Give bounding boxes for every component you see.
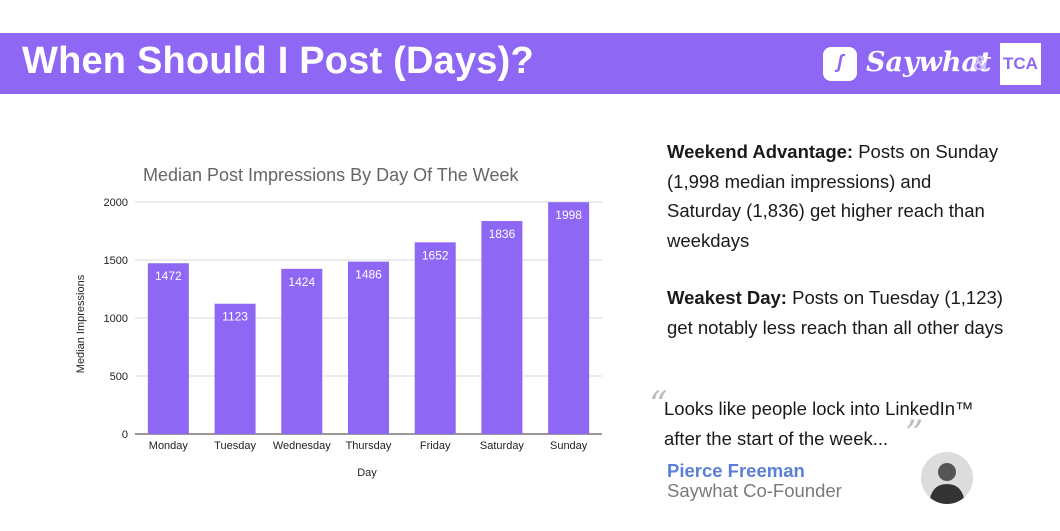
insight-weakest: Weakest Day: Posts on Tuesday (1,123) ge…: [667, 283, 1007, 342]
saywhat-logo-icon: ʃ: [823, 47, 857, 81]
data-label: 1652: [422, 248, 449, 262]
y-tick-label: 500: [110, 371, 128, 383]
insight-heading: Weekend Advantage:: [667, 141, 854, 162]
bar-friday: [414, 242, 456, 434]
partner-logo: TCA: [1000, 43, 1041, 85]
data-label: 1424: [288, 275, 315, 289]
insight-text: Posts on Sunday (1,998 median impression…: [667, 141, 999, 251]
top-strip: [0, 0, 1060, 33]
insight-heading: Weakest Day:: [667, 287, 787, 308]
quote-text: Looks like people lock into LinkedIn™ af…: [664, 398, 974, 449]
chart-bars: 1472 1123 1424 1486 1652 1836 1998: [147, 202, 590, 434]
bar-thursday: [348, 261, 389, 434]
data-label: 1998: [555, 208, 582, 222]
y-tick-label: 1500: [104, 255, 128, 267]
chart-grid: 0 500 1000 1500 2000: [104, 197, 602, 441]
x-axis-ticks: Monday Tuesday Wednesday Thursday Friday Satu…: [149, 440, 588, 452]
x-tick-label: Sunday: [550, 440, 588, 452]
x-tick-label: Wednesday: [273, 440, 331, 452]
data-label: 1472: [155, 269, 182, 283]
y-axis-label: Median Impressions: [75, 274, 87, 373]
data-label: 1836: [489, 227, 516, 241]
close-quote-icon: ”: [905, 414, 924, 455]
ampersand: &: [973, 52, 989, 75]
x-axis-label: Day: [357, 467, 377, 479]
x-tick-label: Saturday: [480, 440, 525, 452]
brand-name: Saywhat: [866, 47, 992, 78]
bar-wednesday: [281, 268, 323, 434]
data-label: 1123: [222, 310, 248, 324]
bar-sunday: [548, 202, 590, 434]
bar-chart: Median Post Impressions By Day Of The We…: [75, 165, 602, 479]
y-tick-label: 1000: [104, 313, 128, 325]
bar-monday: [147, 263, 189, 434]
avatar: [921, 452, 973, 504]
y-tick-label: 0: [122, 429, 128, 441]
x-tick-label: Friday: [420, 440, 451, 452]
x-tick-label: Monday: [149, 440, 189, 452]
bar-tuesday: [214, 303, 256, 434]
insight-text: Posts on Tuesday (1,123) get notably les…: [667, 287, 1004, 338]
y-tick-label: 2000: [104, 197, 128, 209]
chart-title: Median Post Impressions By Day Of The We…: [143, 165, 519, 185]
data-label: 1486: [355, 268, 382, 282]
x-tick-label: Tuesday: [214, 440, 256, 452]
insight-weekend: Weekend Advantage: Posts on Sunday (1,99…: [667, 137, 1007, 255]
bar-saturday: [481, 221, 523, 434]
avatar-portrait-icon: [921, 452, 973, 504]
header-banner: When Should I Post (Days)? ʃ Saywhat & T…: [0, 33, 1060, 94]
page-title: When Should I Post (Days)?: [22, 40, 534, 82]
quote-author: Pierce Freeman: [667, 460, 805, 481]
x-tick-label: Thursday: [346, 440, 392, 452]
quote-author-role: Saywhat Co-Founder: [667, 480, 842, 501]
open-quote-icon: “: [649, 385, 668, 426]
